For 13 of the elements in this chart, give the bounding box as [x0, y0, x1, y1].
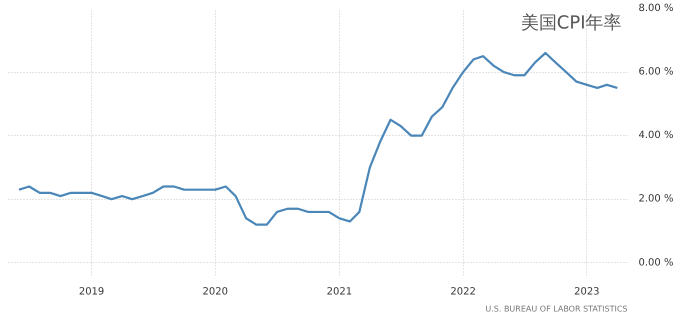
y-tick-label: 4.00 %: [638, 130, 674, 142]
y-tick-label: 6.00 %: [638, 66, 674, 78]
y-tick-label: 0.00 %: [638, 257, 674, 268]
chart-title: 美国CPI年率: [520, 12, 622, 34]
y-tick-label: 8.00 %: [638, 3, 674, 14]
x-tick-label: 2022: [450, 286, 476, 298]
x-tick-label: 2020: [202, 286, 228, 298]
x-tick-label: 2023: [574, 286, 600, 298]
x-tick-label: 2019: [78, 286, 104, 298]
x-tick-label: 2021: [326, 286, 352, 298]
line-series: [18, 52, 618, 226]
text: U.S. BUREAU OF LABOR STATISTICS: [485, 304, 628, 314]
y-tick-label: 2.00 %: [638, 194, 674, 205]
